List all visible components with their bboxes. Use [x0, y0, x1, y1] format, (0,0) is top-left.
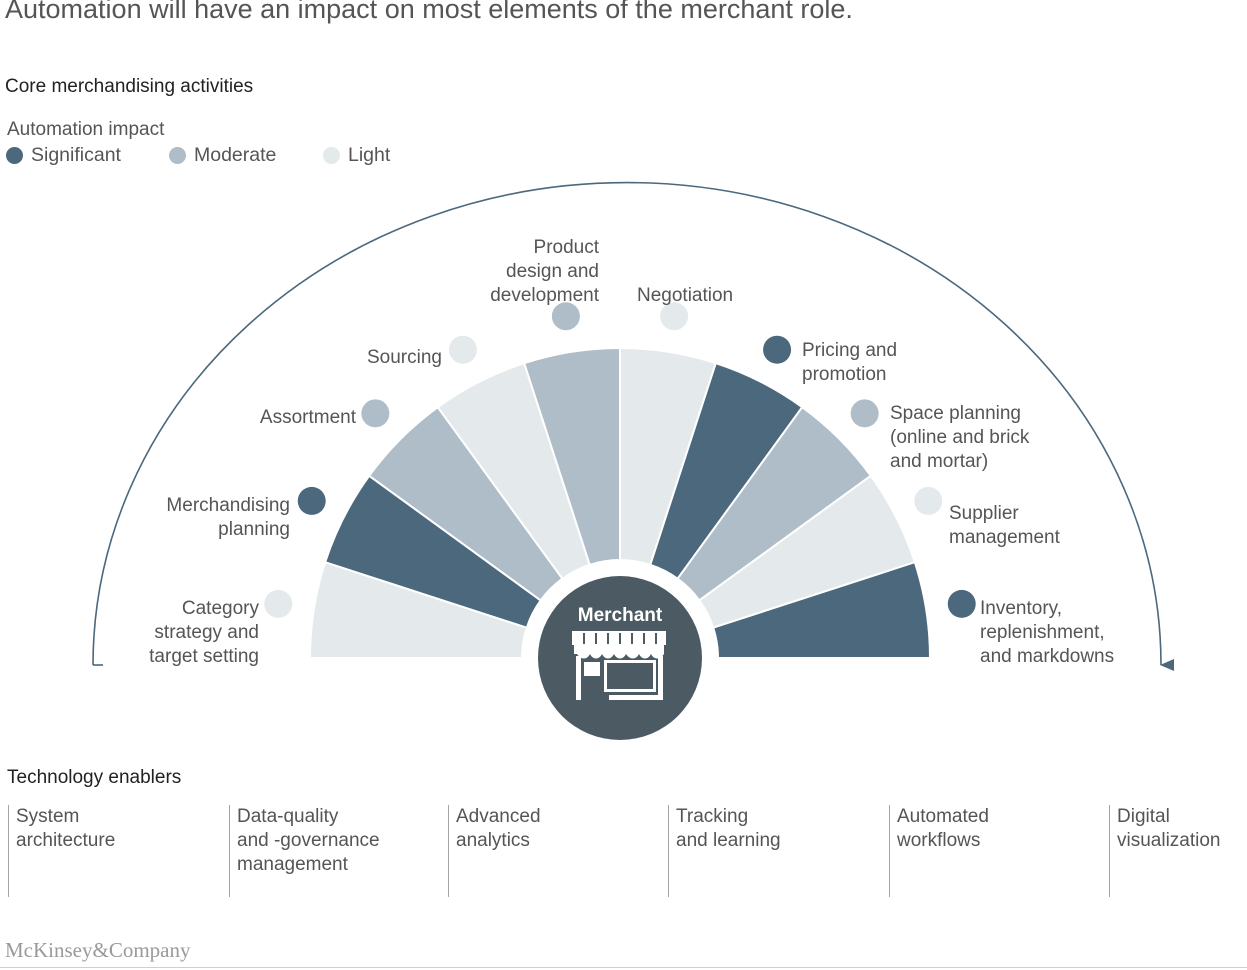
hub-label: Merchant	[578, 605, 663, 626]
enabler-digital-visualization: Digital visualization	[1109, 805, 1221, 897]
impact-dot-6	[660, 302, 689, 331]
legend-label-significant: Significant	[31, 144, 121, 166]
impact-dot-1	[264, 589, 293, 618]
technology-enablers-heading: Technology enablers	[7, 767, 182, 788]
activity-segment-1	[308, 560, 529, 659]
activity-label-space-planning: Space planning (online and brick and morta…	[890, 403, 1030, 472]
enabler-advanced-analytics: Advanced analytics	[448, 805, 541, 897]
legend-label-moderate: Moderate	[194, 144, 277, 166]
activity-segment-5	[522, 346, 621, 567]
activity-label-pricing-promotion: Pricing and promotion	[802, 340, 898, 385]
impact-dot-2	[297, 486, 326, 515]
impact-dots	[264, 302, 976, 618]
legend-item-light: Light	[323, 144, 390, 167]
activity-label-inventory: Inventory, replenishment, and markdowns	[980, 598, 1115, 667]
impact-dot-5	[551, 302, 580, 331]
impact-dot-7	[763, 335, 792, 364]
impact-dot-8	[850, 399, 879, 428]
activity-segment-3	[367, 405, 564, 602]
legend-item-significant: Significant	[6, 144, 121, 167]
impact-dot-10	[947, 589, 976, 618]
activity-segment-10	[711, 560, 932, 659]
activity-label-category-strategy: Category strategy and target setting	[149, 598, 259, 667]
automation-arc	[92, 181, 1175, 671]
enabler-automated-workflows: Automated workflows	[889, 805, 989, 897]
activity-segment-2	[323, 474, 543, 629]
activity-segment-9	[697, 474, 917, 629]
activity-label-assortment: Assortment	[259, 407, 356, 428]
activity-segment-4	[436, 361, 591, 581]
enabler-data-quality: Data-quality and -governance management	[229, 805, 380, 897]
activity-label-negotiation: Negotiation	[637, 285, 734, 306]
enabler-system-architecture: System architecture	[8, 805, 115, 897]
activity-segment-7	[649, 361, 804, 581]
activity-label-supplier-management: Supplier management	[949, 503, 1060, 548]
page-title: Automation will have an impact on most e…	[5, 0, 853, 24]
merchant-hub: Merchant	[523, 561, 717, 755]
activity-segment-8	[676, 405, 873, 602]
legend-item-moderate: Moderate	[169, 144, 276, 167]
outer-arc	[92, 181, 1175, 671]
store-icon	[572, 631, 666, 700]
legend-dot-significant	[6, 147, 23, 164]
enabler-tracking-learning: Tracking and learning	[668, 805, 781, 897]
impact-dot-4	[448, 335, 477, 364]
legend-dot-moderate	[169, 147, 186, 164]
footer-divider	[0, 967, 1247, 968]
activity-label-merchandising-planning: Merchandising planning	[166, 495, 290, 540]
core-activities-heading: Core merchandising activities	[5, 76, 254, 97]
impact-dot-9	[914, 486, 943, 515]
activity-label-product-design: Product design and development	[490, 237, 599, 306]
activity-segment-6	[619, 346, 718, 567]
legend-dot-light	[323, 147, 340, 164]
impact-dot-3	[361, 399, 390, 428]
legend-title: Automation impact	[7, 119, 165, 140]
activity-segments	[308, 346, 932, 659]
activity-label-sourcing: Sourcing	[367, 347, 442, 368]
mckinsey-logo: McKinsey&Company	[5, 938, 191, 962]
legend-label-light: Light	[348, 144, 391, 166]
